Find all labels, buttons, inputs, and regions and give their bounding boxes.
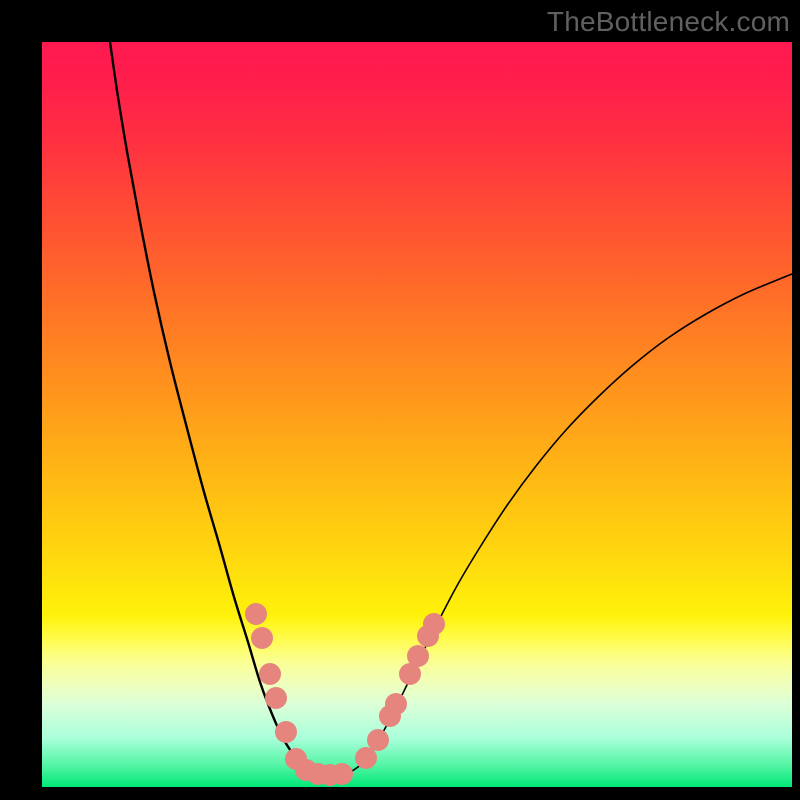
data-marker: [385, 693, 407, 715]
data-marker: [355, 747, 377, 769]
marker-group: [245, 603, 445, 786]
data-marker: [331, 763, 353, 785]
plot-area: [42, 42, 792, 787]
data-marker: [245, 603, 267, 625]
data-marker: [265, 687, 287, 709]
data-marker: [275, 721, 297, 743]
curve-left: [110, 42, 324, 775]
chart-svg: [42, 42, 792, 787]
watermark-text: TheBottleneck.com: [547, 6, 790, 38]
data-marker: [367, 729, 389, 751]
data-marker: [423, 613, 445, 635]
data-marker: [251, 627, 273, 649]
data-marker: [259, 663, 281, 685]
data-marker: [407, 645, 429, 667]
